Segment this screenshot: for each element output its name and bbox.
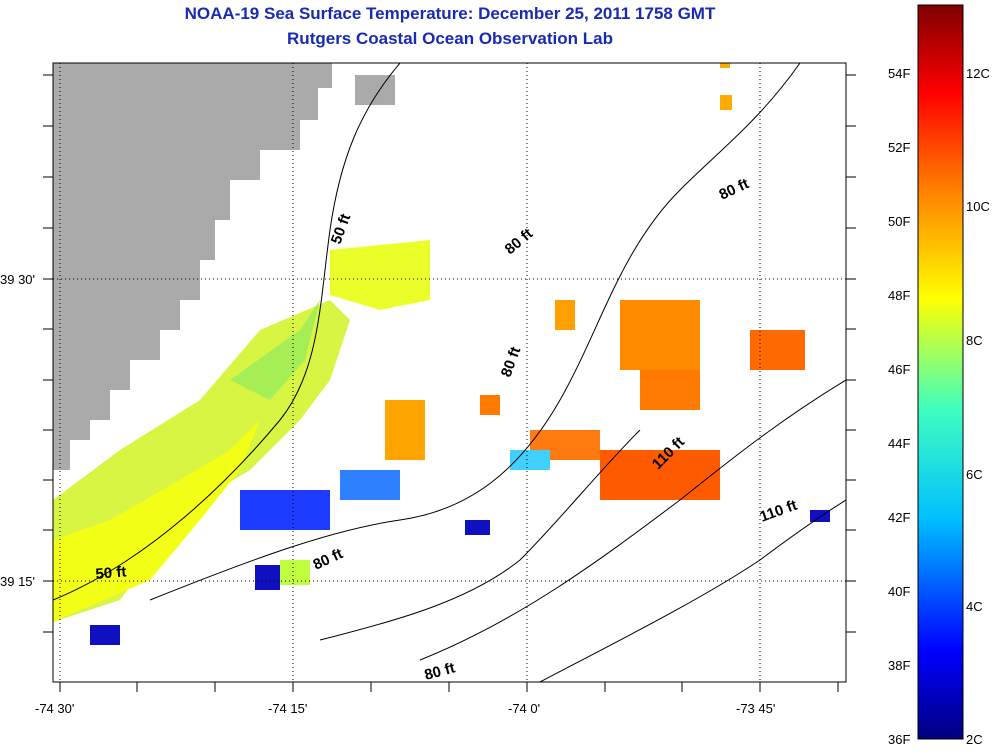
map-plot-area: 50 ft 80 ft 80 ft 80 ft 80 ft 110 ft 110… bbox=[53, 63, 846, 683]
lon-label-1: -74 30' bbox=[35, 701, 74, 716]
colorbar: 54F 52F 50F 48F 46F 44F 42F 40F 38F 36F … bbox=[888, 4, 990, 747]
cb-f-42: 42F bbox=[888, 510, 910, 525]
map-subtitle: Rutgers Coastal Ocean Observation Lab bbox=[287, 29, 613, 48]
cb-f-40: 40F bbox=[888, 584, 910, 599]
cb-c-12: 12C bbox=[966, 66, 990, 81]
lon-label-3: -74 0' bbox=[508, 701, 540, 716]
lat-label-1: 39 30' bbox=[0, 272, 35, 287]
cb-c-8: 8C bbox=[966, 333, 983, 348]
cb-f-46: 46F bbox=[888, 362, 910, 377]
svg-text:50 ft: 50 ft bbox=[95, 563, 127, 583]
cb-c-4: 4C bbox=[966, 599, 983, 614]
cb-f-44: 44F bbox=[888, 436, 910, 451]
cb-c-10: 10C bbox=[966, 199, 990, 214]
map-title: NOAA-19 Sea Surface Temperature: Decembe… bbox=[184, 4, 716, 23]
tick-marks bbox=[43, 74, 856, 692]
lon-label-4: -73 45' bbox=[736, 701, 775, 716]
depth-contours bbox=[53, 63, 846, 682]
cb-f-48: 48F bbox=[888, 288, 910, 303]
lon-label-2: -74 15' bbox=[268, 701, 307, 716]
cb-f-54: 54F bbox=[888, 66, 910, 81]
cb-c-6: 6C bbox=[966, 467, 983, 482]
cb-c-2: 2C bbox=[966, 732, 983, 747]
lat-label-2: 39 15' bbox=[0, 574, 35, 589]
sst-offshore-patches bbox=[90, 63, 830, 645]
colorbar-gradient bbox=[917, 4, 964, 740]
sst-nearshore-band bbox=[53, 240, 430, 622]
land-area bbox=[53, 63, 332, 470]
cb-f-52: 52F bbox=[888, 140, 910, 155]
grid-lines bbox=[53, 63, 846, 682]
cb-f-50: 50F bbox=[888, 214, 910, 229]
cb-f-36: 36F bbox=[888, 732, 910, 747]
cb-f-38: 38F bbox=[888, 658, 910, 673]
svg-text:80 ft: 80 ft bbox=[423, 659, 457, 683]
land-patch bbox=[355, 75, 395, 105]
